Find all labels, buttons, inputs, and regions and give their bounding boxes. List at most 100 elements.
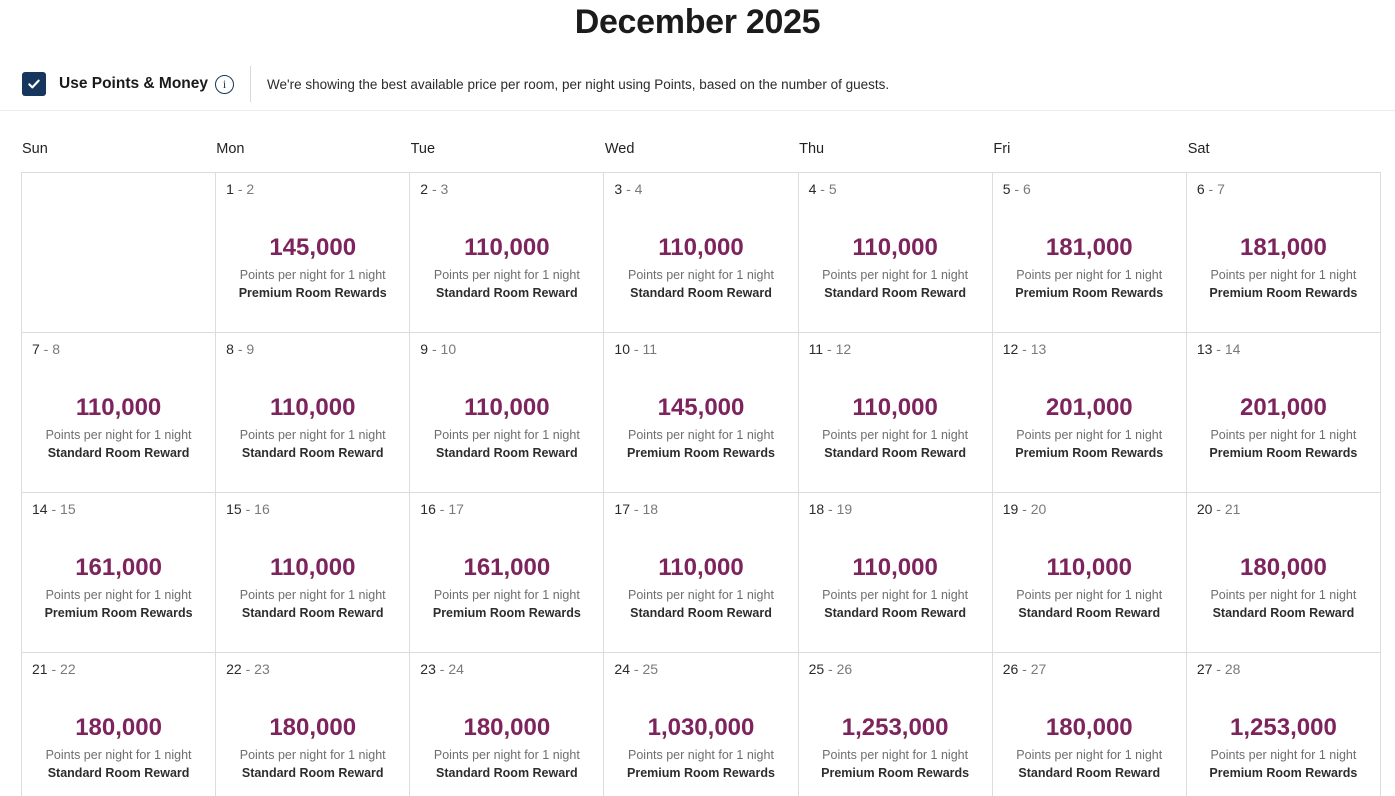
calendar-cell-13[interactable]: 13 - 14 201,000 Points per night for 1 nig… [1186, 332, 1381, 492]
points-value: 180,000 [269, 714, 357, 741]
calendar-cell-7[interactable]: 7 - 8 110,000 Points per night for 1 night… [22, 332, 217, 492]
calendar-cell-25[interactable]: 25 - 26 1,253,000 Points per night for 1 n… [798, 652, 993, 796]
cell-price-block: 110,000 Points per night for 1 night Stand… [420, 233, 593, 301]
per-night-label: Points per night for 1 night [239, 268, 386, 282]
calendar-cell-10[interactable]: 10 - 11 145,000 Points per night for 1 nig… [604, 332, 799, 492]
room-type-label: Standard Room Reward [1018, 766, 1161, 780]
checkin-date: 14 [32, 501, 48, 517]
calendar-cell-9[interactable]: 9 - 10 110,000 Points per night for 1 nigh… [410, 332, 605, 492]
checkout-date: 5 [828, 181, 837, 197]
date-range: 18 - 19 [809, 501, 982, 517]
checkin-date: 12 [1002, 341, 1019, 357]
per-night-label: Points per night for 1 night [1016, 588, 1163, 602]
date-range: 20 - 21 [1197, 501, 1370, 517]
per-night-label: Points per night for 1 night [628, 748, 774, 762]
calendar-cell-20[interactable]: 20 - 21 180,000 Points per night for 1 nig… [1186, 492, 1381, 652]
checkout-date: 22 [60, 661, 76, 677]
calendar-cell-6[interactable]: 6 - 7 181,000 Points per night for 1 night… [1186, 172, 1381, 332]
cell-price-block: 110,000 Points per night for 1 night Stand… [614, 553, 787, 621]
weekday-header-thu: Thu [799, 141, 825, 157]
weekday-header-sun: Sun [22, 141, 48, 157]
date-separator: - [435, 501, 449, 517]
room-type-label: Premium Room Rewards [432, 606, 581, 620]
checkin-date: 16 [420, 501, 436, 517]
date-separator: - [435, 661, 449, 677]
calendar-cell-23[interactable]: 23 - 24 180,000 Points per night for 1 nig… [410, 652, 605, 796]
calendar-cell-12[interactable]: 12 - 13 201,000 Points per night for 1 nig… [992, 332, 1187, 492]
calendar-cell-17[interactable]: 17 - 18 110,000 Points per night for 1 nig… [604, 492, 799, 652]
checkout-date: 14 [1224, 341, 1241, 357]
calendar-cell-24[interactable]: 24 - 25 1,030,000 Points per night for 1 n… [604, 652, 799, 796]
per-night-label: Points per night for 1 night [433, 268, 580, 282]
calendar-cell-18[interactable]: 18 - 19 110,000 Points per night for 1 nig… [798, 492, 993, 652]
cell-price-block: 180,000 Points per night for 1 night Stand… [420, 713, 593, 781]
date-range: 1 - 2 [226, 181, 399, 197]
date-separator: - [630, 501, 643, 517]
calendar-cell-19[interactable]: 19 - 20 110,000 Points per night for 1 nig… [992, 492, 1187, 652]
calendar-cell-14[interactable]: 14 - 15 161,000 Points per night for 1 nig… [22, 492, 217, 652]
date-range: 15 - 16 [226, 501, 399, 517]
info-icon[interactable]: i [215, 74, 234, 94]
checkout-date: 16 [254, 501, 270, 517]
calendar-cell-11[interactable]: 11 - 12 110,000 Points per night for 1 nig… [798, 332, 993, 492]
calendar-cell-16[interactable]: 16 - 17 161,000 Points per night for 1 nig… [410, 492, 605, 652]
date-separator: - [1018, 341, 1031, 357]
per-night-label: Points per night for 1 night [433, 588, 580, 602]
checkout-date: 6 [1022, 181, 1031, 197]
checkbox-checked-icon[interactable] [22, 72, 46, 96]
date-range: 24 - 25 [614, 661, 787, 677]
pricing-description: We're showing the best available price p… [267, 76, 890, 92]
points-value: 161,000 [463, 554, 551, 581]
room-type-label: Premium Room Rewards [44, 606, 193, 620]
calendar-cell-21[interactable]: 21 - 22 180,000 Points per night for 1 nig… [22, 652, 217, 796]
cell-price-block: 161,000 Points per night for 1 night Premi… [420, 553, 593, 621]
calendar-cell-22[interactable]: 22 - 23 180,000 Points per night for 1 nig… [216, 652, 411, 796]
checkout-date: 17 [448, 501, 464, 517]
points-value: 201,000 [1240, 394, 1327, 421]
points-value: 180,000 [1240, 554, 1327, 581]
per-night-label: Points per night for 1 night [433, 428, 580, 442]
per-night-label: Points per night for 1 night [1210, 428, 1357, 442]
checkin-date: 18 [808, 501, 825, 517]
points-value: 110,000 [464, 234, 550, 261]
calendar-cell-1[interactable]: 1 - 2 145,000 Points per night for 1 night… [216, 172, 411, 332]
calendar-cell-3[interactable]: 3 - 4 110,000 Points per night for 1 night… [604, 172, 799, 332]
cell-price-block: 180,000 Points per night for 1 night Stand… [226, 713, 399, 781]
checkout-date: 19 [836, 501, 853, 517]
cell-price-block: 145,000 Points per night for 1 night Premi… [614, 393, 787, 461]
calendar-cell-5[interactable]: 5 - 6 181,000 Points per night for 1 night… [992, 172, 1187, 332]
use-points-money-toggle[interactable]: Use Points & Money i [22, 72, 234, 96]
points-value: 180,000 [75, 714, 162, 741]
cell-price-block: 110,000 Points per night for 1 night Stand… [614, 233, 787, 301]
date-range: 6 - 7 [1197, 181, 1370, 197]
date-separator: - [1212, 501, 1225, 517]
room-type-label: Standard Room Reward [241, 446, 384, 460]
date-separator: - [816, 181, 829, 197]
checkout-date: 3 [440, 181, 449, 197]
points-value: 180,000 [463, 714, 551, 741]
date-separator: - [622, 181, 635, 197]
room-type-label: Premium Room Rewards [627, 446, 775, 460]
calendar-cell-8[interactable]: 8 - 9 110,000 Points per night for 1 night… [216, 332, 411, 492]
weekday-header-mon: Mon [216, 141, 245, 157]
checkout-date: 2 [246, 181, 255, 197]
vertical-divider [250, 66, 251, 102]
points-value: 1,030,000 [647, 714, 755, 741]
per-night-label: Points per night for 1 night [822, 588, 969, 602]
calendar-cell-26[interactable]: 26 - 27 180,000 Points per night for 1 nig… [992, 652, 1187, 796]
checkout-date: 10 [440, 341, 457, 357]
room-type-label: Standard Room Reward [630, 606, 772, 620]
calendar-cell-4[interactable]: 4 - 5 110,000 Points per night for 1 night… [798, 172, 993, 332]
date-range: 5 - 6 [1003, 181, 1176, 197]
calendar-cell-15[interactable]: 15 - 16 110,000 Points per night for 1 nig… [216, 492, 411, 652]
date-range: 19 - 20 [1003, 501, 1176, 517]
room-type-label: Standard Room Reward [824, 286, 966, 300]
points-value: 180,000 [1045, 714, 1133, 741]
calendar-cell-27[interactable]: 27 - 28 1,253,000 Points per night for 1 n… [1186, 652, 1381, 796]
per-night-label: Points per night for 1 night [628, 428, 774, 442]
checkout-date: 20 [1030, 501, 1047, 517]
checkout-date: 23 [254, 661, 270, 677]
calendar-cell-2[interactable]: 2 - 3 110,000 Points per night for 1 night… [410, 172, 605, 332]
cell-price-block: 110,000 Points per night for 1 night Stand… [809, 393, 982, 461]
date-separator: - [1018, 661, 1031, 677]
